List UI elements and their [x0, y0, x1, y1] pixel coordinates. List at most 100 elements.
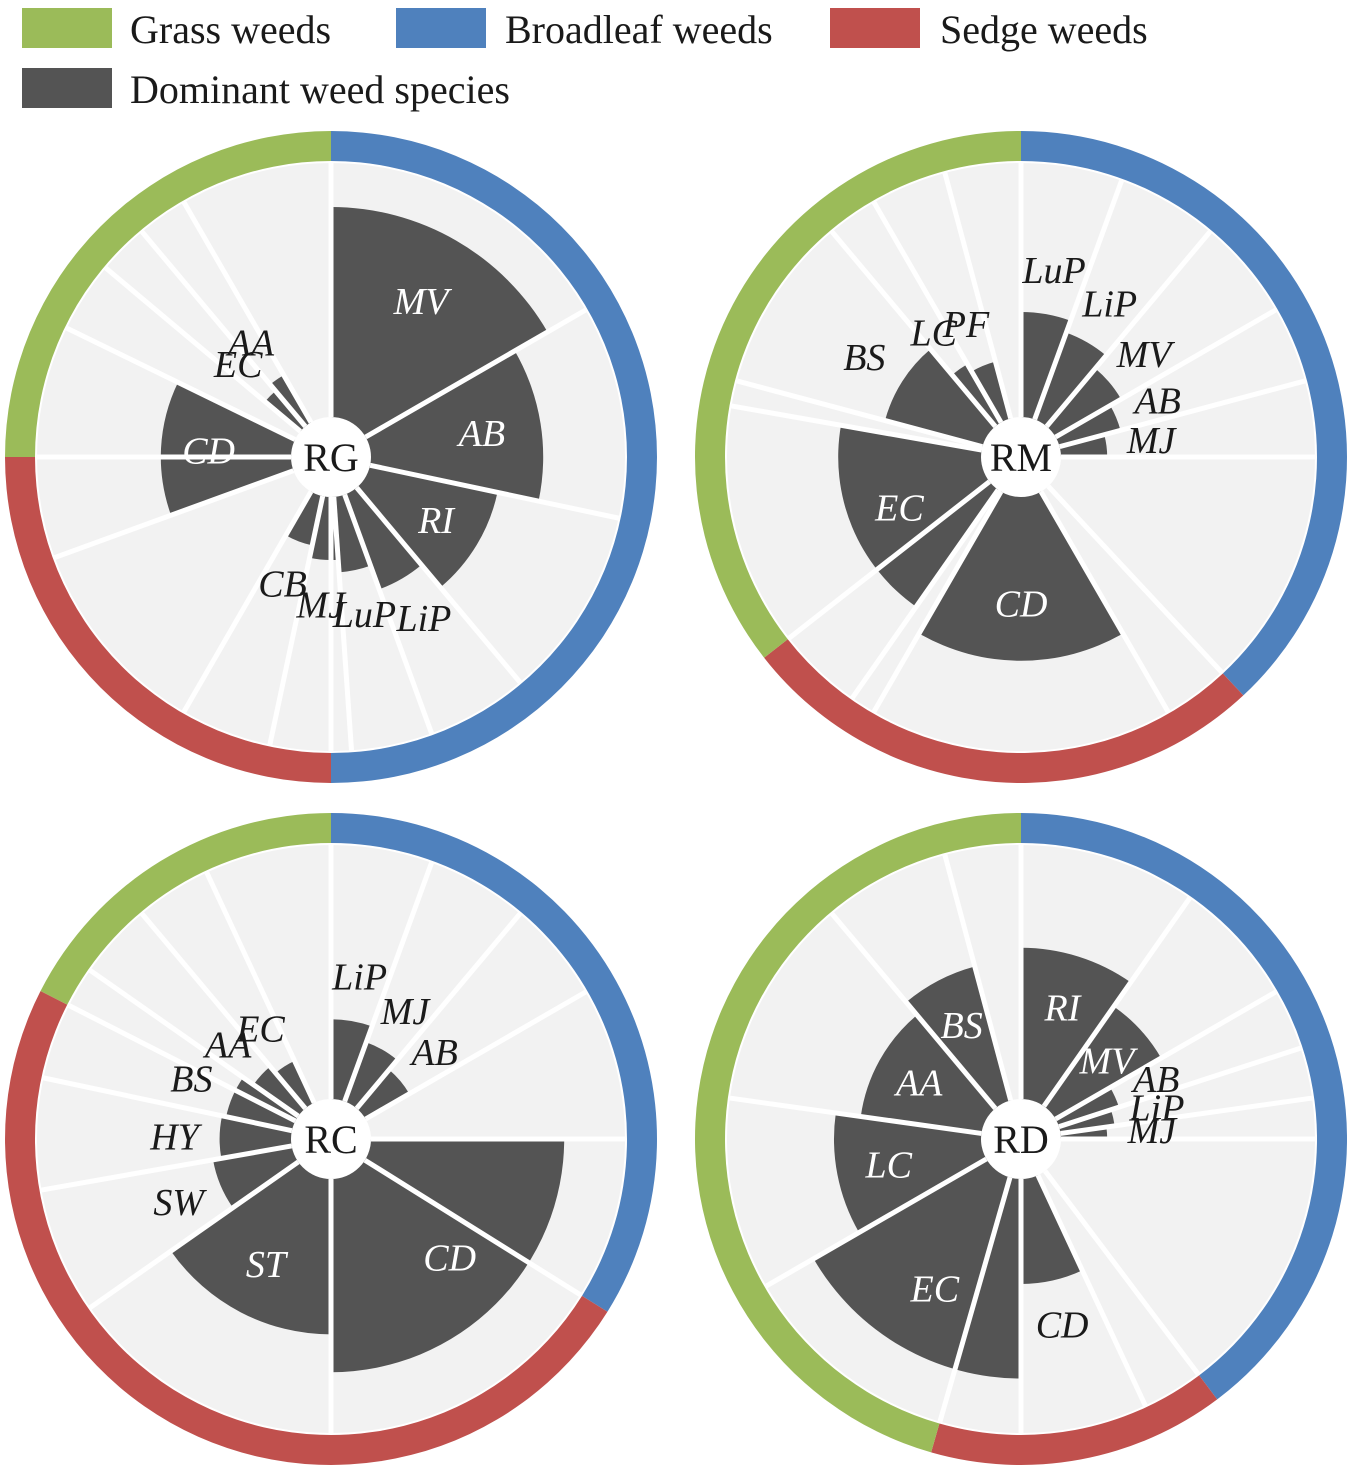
slice-divider: [342, 493, 434, 735]
slice-divider: [354, 486, 522, 684]
slice-divider: [331, 496, 355, 751]
legend: Grass weeds Broadleaf weeds Sedge weeds …: [22, 7, 1148, 112]
species-label-cd: CD: [1036, 1305, 1089, 1347]
slice-divider: [731, 403, 983, 453]
slice-divider: [1044, 230, 1212, 428]
slice-divider: [354, 912, 522, 1110]
legend-swatch-grass: [22, 8, 112, 48]
bar-mv: [1042, 368, 1122, 440]
bar-sw: [213, 1144, 304, 1208]
slice-divider: [871, 490, 1004, 713]
bar-mv: [331, 207, 548, 440]
legend-label-dominant: Dominant weed species: [130, 67, 510, 112]
bar-ri: [352, 464, 498, 588]
legend-label-sedge: Sedge weeds: [940, 7, 1148, 52]
species-label-bs: BS: [170, 1058, 212, 1100]
bar-mj: [342, 1042, 398, 1113]
species-label-lc: LC: [909, 312, 957, 354]
species-label-ri: RI: [417, 500, 456, 542]
slice-divider: [1058, 378, 1306, 450]
species-label-ri: RI: [1043, 988, 1082, 1030]
species-label-cd: CD: [423, 1238, 476, 1280]
slice-divider: [830, 230, 998, 428]
legend-swatch-sedge: [830, 8, 920, 48]
species-label-cb: CB: [258, 563, 307, 605]
slice-divider: [42, 1075, 293, 1134]
slice-divider: [1043, 1169, 1200, 1376]
bar-pf: [971, 361, 1013, 428]
species-label-ab: AB: [1130, 1059, 1179, 1101]
slice-divider: [104, 266, 302, 434]
bar-lip: [342, 483, 422, 590]
species-label-ec: EC: [235, 1008, 285, 1050]
bar-ec: [838, 425, 1002, 607]
bar-lip: [1032, 332, 1107, 431]
slice-divider: [342, 861, 434, 1103]
site-label: RC: [304, 1117, 357, 1162]
bar-ec: [264, 390, 310, 436]
bar-bs: [906, 966, 1013, 1113]
legend-label-broadleaf: Broadleaf weeds: [505, 7, 773, 52]
slice-divider: [267, 495, 326, 746]
species-label-bs: BS: [940, 1005, 982, 1047]
slice-divider: [1046, 484, 1224, 674]
bar-ec: [275, 1060, 317, 1113]
bar-ab: [352, 1069, 410, 1122]
center-hole: [981, 417, 1061, 497]
slice-divider: [830, 912, 998, 1110]
species-label-ec: EC: [213, 344, 263, 386]
slice-divider: [65, 325, 297, 442]
species-label-mv: MV: [1116, 334, 1176, 376]
slice-divider: [1032, 179, 1124, 421]
species-label-mj: MJ: [1127, 1110, 1179, 1152]
species-label-hy: HY: [149, 1116, 202, 1158]
bar-ab: [360, 350, 544, 502]
category-ring-grass: [40, 813, 331, 1005]
legend-swatch-broadleaf: [396, 8, 486, 48]
species-label-aa: AA: [893, 1063, 943, 1105]
species-label-st: ST: [246, 1244, 289, 1286]
bar-ab: [1050, 405, 1121, 449]
slice-divider: [1054, 307, 1277, 440]
slice-divider: [1035, 1174, 1148, 1407]
slice-divider: [942, 854, 1014, 1102]
bar-lip: [331, 1019, 372, 1108]
bar-bs: [885, 349, 1000, 449]
category-ring-broadleaf: [1021, 813, 1348, 1400]
slice-divider: [1041, 896, 1192, 1108]
slice-divider: [942, 172, 1014, 420]
bar-lc: [952, 364, 1004, 431]
slice-divider: [140, 912, 308, 1110]
species-label-mv: MV: [1078, 1040, 1138, 1082]
slice-divider: [369, 462, 620, 521]
category-ring-sedge: [764, 639, 1244, 783]
bar-mv: [1040, 1006, 1162, 1122]
legend-swatch-dominant: [22, 68, 112, 108]
species-label-lup: LuP: [332, 594, 396, 636]
bar-ri: [1021, 947, 1131, 1112]
slice-divider: [1058, 1045, 1302, 1130]
species-label-ab: AB: [456, 413, 505, 455]
slice-divider: [88, 1159, 300, 1310]
legend-label-grass: Grass weeds: [130, 7, 331, 52]
species-label-ab: AB: [408, 1032, 457, 1074]
species-label-lip: LiP: [1081, 283, 1137, 325]
slice-divider: [67, 1003, 297, 1124]
slice-divider: [181, 201, 314, 424]
species-label-cd: CD: [182, 431, 235, 473]
bar-cd: [1021, 1169, 1083, 1284]
slice-divider: [204, 871, 317, 1104]
slice-divider: [736, 378, 984, 450]
category-ring-grass: [694, 131, 1021, 658]
species-label-mj: MJ: [380, 991, 432, 1033]
species-label-ec: EC: [910, 1268, 960, 1310]
center-hole: [291, 1099, 371, 1179]
center-hole: [981, 1099, 1061, 1179]
slice-divider: [787, 479, 992, 640]
bar-lc: [833, 1112, 992, 1233]
species-label-cd: CD: [995, 584, 1048, 626]
